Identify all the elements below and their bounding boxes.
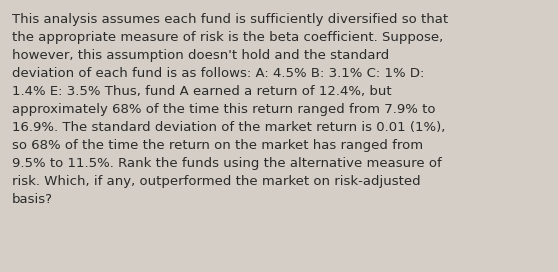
Text: This analysis assumes each fund is sufficiently diversified so that
the appropri: This analysis assumes each fund is suffi…	[12, 13, 448, 206]
